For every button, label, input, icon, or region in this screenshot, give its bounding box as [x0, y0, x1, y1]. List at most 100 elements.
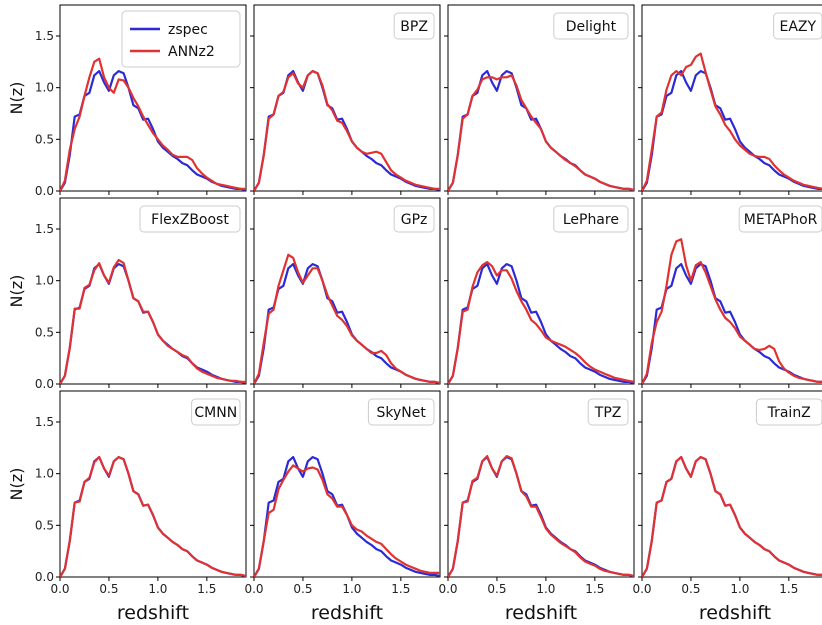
y-tick-label: 1.0 [35, 81, 54, 95]
panel-title: SkyNet [377, 405, 427, 421]
zspec-line [642, 456, 822, 577]
y-axis-label: N(z) [7, 468, 26, 501]
panel-cmnn: 0.0 0.5 1.0 1.5 0.0 0.5 1.0 1.5 CMNN N(z) redshift [7, 390, 247, 624]
panel-skynet: 0.0 0.5 1.0 1.5 SkyNet redshift [244, 390, 441, 624]
estimate-line [448, 455, 634, 577]
y-tick-label: 0.5 [35, 132, 54, 146]
legend-label: zspec [168, 22, 208, 38]
y-tick-label: 0.0 [35, 184, 54, 198]
panel-title: EAZY [780, 19, 817, 35]
plot-frame [59, 197, 247, 385]
estimate-line [448, 261, 634, 384]
y-tick-label: 0.0 [35, 570, 54, 584]
panel-title: CMNN [194, 405, 237, 421]
plot-frame [641, 390, 822, 578]
x-tick-label: 0.0 [50, 582, 69, 596]
panel-title-box [191, 398, 241, 426]
panel-metaphor: METAPhoR [638, 197, 822, 388]
panel-title: Delight [566, 19, 617, 35]
plot-frame [641, 197, 822, 385]
x-tick-label: 0.0 [244, 582, 263, 596]
y-axis-label: N(z) [7, 82, 26, 115]
x-tick-label: 1.5 [585, 582, 604, 596]
plot-frame [641, 4, 822, 192]
estimate-line [60, 258, 246, 384]
panel-title-box [393, 205, 435, 233]
x-tick-label: 1.0 [342, 582, 361, 596]
panel-delight: Delight [444, 4, 635, 195]
x-tick-label: 1.0 [730, 582, 749, 596]
plot-frame [447, 197, 635, 385]
panel-bpz: BPZ [250, 4, 441, 195]
x-tick-label: 0.0 [632, 582, 651, 596]
x-tick-label: 0.5 [487, 582, 506, 596]
panel-flexzboost: 0.0 0.5 1.0 1.5 FlexZBoost N(z) [7, 197, 247, 391]
panel-title-box [139, 205, 241, 233]
plot-frame [59, 390, 247, 578]
x-tick-label: 0.5 [293, 582, 312, 596]
panel-tpz: 0.0 0.5 1.0 1.5 TPZ redshift [438, 390, 635, 624]
panel-title: FlexZBoost [151, 212, 229, 228]
x-tick-label: 1.5 [391, 582, 410, 596]
x-axis-label: redshift [117, 602, 189, 624]
panel-title: METAPhoR [744, 212, 818, 228]
x-tick-label: 1.0 [536, 582, 555, 596]
x-tick-label: 0.0 [438, 582, 457, 596]
x-tick-label: 1.5 [779, 582, 798, 596]
y-tick-label: 0.0 [35, 377, 54, 391]
panel-eazy: EAZY [638, 4, 822, 195]
legend: zspec ANNz2 [121, 10, 241, 68]
x-axis-label: redshift [311, 602, 383, 624]
zspec-line [448, 263, 634, 384]
y-tick-label: 1.5 [35, 29, 54, 43]
plot-frame [447, 390, 635, 578]
panel-title-box [738, 205, 822, 233]
plot-frame [253, 197, 441, 385]
panel-title: GPz [401, 212, 428, 228]
x-tick-label: 0.5 [681, 582, 700, 596]
estimate-line [642, 52, 822, 191]
estimate-line [642, 456, 822, 577]
panel-title: TPZ [594, 405, 622, 421]
plot-frame [447, 4, 635, 192]
estimate-line [254, 69, 440, 191]
x-axis-label: redshift [699, 602, 771, 624]
x-tick-label: 1.5 [197, 582, 216, 596]
x-tick-label: 0.5 [99, 582, 118, 596]
y-axis-label: N(z) [7, 275, 26, 308]
zspec-line [642, 69, 822, 191]
legend-label: ANNz2 [168, 44, 215, 60]
estimate-line [60, 456, 246, 577]
panel-title-box [755, 398, 822, 426]
y-tick-label: 1.5 [35, 415, 54, 429]
panel-title-box [587, 398, 629, 426]
estimate-line [448, 74, 634, 191]
panel-title: TrainZ [767, 405, 811, 421]
plot-frame [253, 4, 441, 192]
panel-title-box [393, 12, 435, 40]
panel-gpz: GPz [250, 197, 441, 388]
panel-title: LePhare [563, 212, 619, 228]
y-tick-label: 1.5 [35, 222, 54, 236]
plot-frame [253, 390, 441, 578]
panel-title-box [553, 205, 629, 233]
y-tick-label: 0.5 [35, 518, 54, 532]
x-tick-label: 1.0 [148, 582, 167, 596]
estimate-line [254, 253, 440, 384]
y-tick-label: 0.5 [35, 325, 54, 339]
estimate-line [254, 464, 440, 577]
panel-annz2: 0.0 0.5 1.0 1.5 zspec ANNz2 N(z) [7, 4, 247, 198]
panel-trainz: 0.0 0.5 1.0 1.5 TrainZ redshift [632, 390, 822, 624]
panel-title-box [367, 398, 435, 426]
panel-title-box [553, 12, 629, 40]
y-tick-label: 1.0 [35, 467, 54, 481]
plot-frame [59, 4, 247, 192]
estimate-line [60, 57, 246, 191]
estimate-line [642, 238, 822, 384]
panel-title: BPZ [400, 19, 428, 35]
x-axis-label: redshift [505, 602, 577, 624]
zspec-line [254, 263, 440, 384]
y-tick-label: 1.0 [35, 274, 54, 288]
panel-lephare: LePhare [444, 197, 635, 388]
